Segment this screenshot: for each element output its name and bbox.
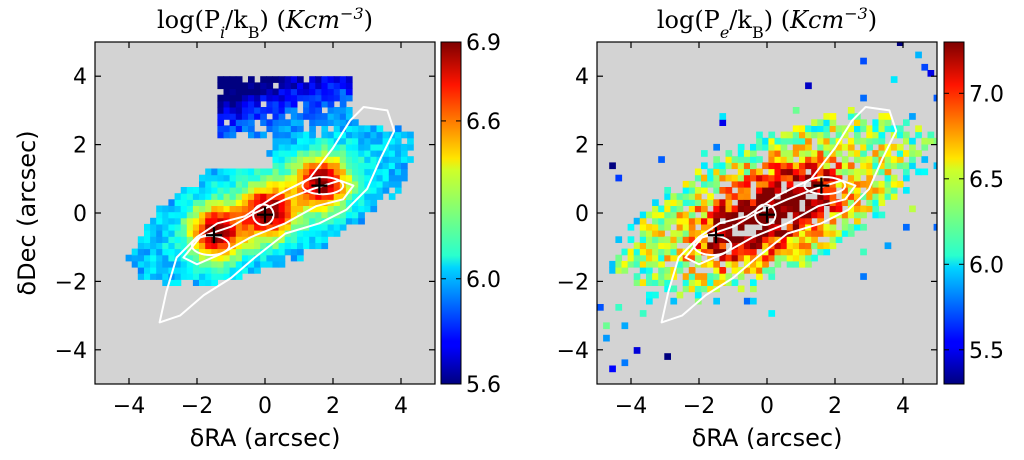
y-tick-label: 0 (575, 202, 589, 227)
intensity-contours (660, 106, 898, 324)
colorbar-tick-label: 6.6 (466, 110, 501, 135)
panel-2: −4 −2 0 2 4 −4 −2 0 2 4 δRA (arcsec) log(Pe/kB) (Kc… (557, 4, 1004, 453)
y-tick-label: −2 (557, 270, 589, 295)
pressure-map (597, 42, 937, 373)
colorbar-tick-label: 7.0 (969, 82, 1004, 107)
colorbar-tick-label: 5.5 (969, 339, 1004, 364)
y-tick-label: −4 (557, 339, 589, 364)
colorbar: 5.5 6.0 6.5 7.0 (943, 41, 1004, 385)
colorbar: 5.6 6.0 6.6 6.9 (440, 31, 501, 398)
x-tick-label: −4 (615, 394, 647, 419)
x-tick-label: 0 (760, 394, 774, 419)
x-tick-label: −2 (683, 394, 715, 419)
axes: −4 −2 0 2 4 −4 −2 0 2 4 (55, 42, 435, 419)
pressure-map (125, 76, 414, 286)
panel-1: −4 −2 0 2 4 −4 −2 0 2 4 δRA (arcsec) δDec (arcsec) l… (13, 4, 501, 453)
marker-1 (708, 227, 724, 244)
x-tick-label: 4 (896, 394, 910, 419)
y-tick-label: −2 (55, 270, 87, 295)
x-tick-label: −4 (113, 394, 145, 419)
panel-title: log(Pe/kB) (Kcm−3) (657, 4, 877, 42)
marker-3 (311, 177, 328, 194)
x-tick-label: 2 (828, 394, 842, 419)
colorbar-tick-label: 6.9 (466, 31, 501, 56)
y-tick-label: −4 (55, 339, 87, 364)
colorbar-tick-label: 5.6 (466, 373, 501, 398)
y-tick-label: 4 (575, 65, 589, 90)
y-tick-label: 4 (73, 65, 87, 90)
axes: −4 −2 0 2 4 −4 −2 0 2 4 (557, 42, 937, 419)
y-axis-label: δDec (arcsec) (13, 130, 41, 295)
marker-2 (759, 206, 775, 223)
x-tick-label: 0 (258, 394, 272, 419)
x-tick-label: 2 (326, 394, 340, 419)
panel-title: log(Pi/kB) (Kcm−3) (157, 4, 373, 42)
x-tick-label: −2 (181, 394, 213, 419)
marker-2 (257, 206, 273, 223)
y-tick-label: 2 (575, 134, 589, 159)
knot-markers (206, 177, 328, 244)
marker-1 (206, 227, 222, 244)
x-axis-label: δRA (arcsec) (190, 424, 341, 452)
y-tick-label: 2 (73, 134, 87, 159)
x-axis-label: δRA (arcsec) (692, 424, 843, 452)
colorbar-tick-label: 6.0 (466, 268, 501, 293)
x-tick-label: 4 (394, 394, 408, 419)
marker-3 (813, 177, 830, 194)
y-tick-label: 0 (73, 202, 87, 227)
knot-markers (708, 177, 830, 244)
colorbar-tick-label: 6.5 (969, 168, 1004, 193)
colorbar-tick-label: 6.0 (969, 253, 1004, 278)
